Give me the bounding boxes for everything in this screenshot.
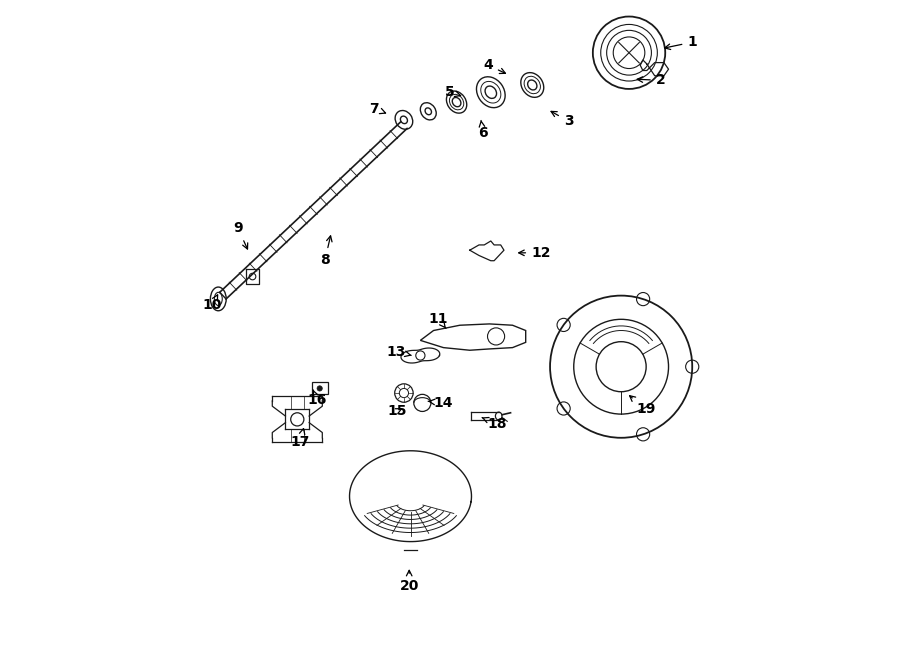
Text: 6: 6 <box>478 120 488 140</box>
Text: 20: 20 <box>400 570 419 593</box>
Text: 9: 9 <box>233 221 248 249</box>
Text: 3: 3 <box>551 112 573 128</box>
Text: 13: 13 <box>386 344 411 358</box>
Text: 11: 11 <box>428 311 448 329</box>
Text: 8: 8 <box>320 236 332 267</box>
Text: 7: 7 <box>370 102 385 116</box>
Text: 16: 16 <box>308 390 327 407</box>
Text: 5: 5 <box>446 85 461 99</box>
Text: 10: 10 <box>202 295 221 313</box>
Text: 19: 19 <box>630 396 656 416</box>
Circle shape <box>317 386 322 391</box>
Text: 17: 17 <box>290 428 310 449</box>
Text: 4: 4 <box>483 58 506 73</box>
Text: 2: 2 <box>637 73 665 87</box>
Text: 1: 1 <box>665 35 698 50</box>
Bar <box>311 383 328 395</box>
Text: 15: 15 <box>388 404 407 418</box>
Text: 12: 12 <box>518 246 551 260</box>
Text: 14: 14 <box>428 396 454 410</box>
Text: 18: 18 <box>482 417 507 431</box>
